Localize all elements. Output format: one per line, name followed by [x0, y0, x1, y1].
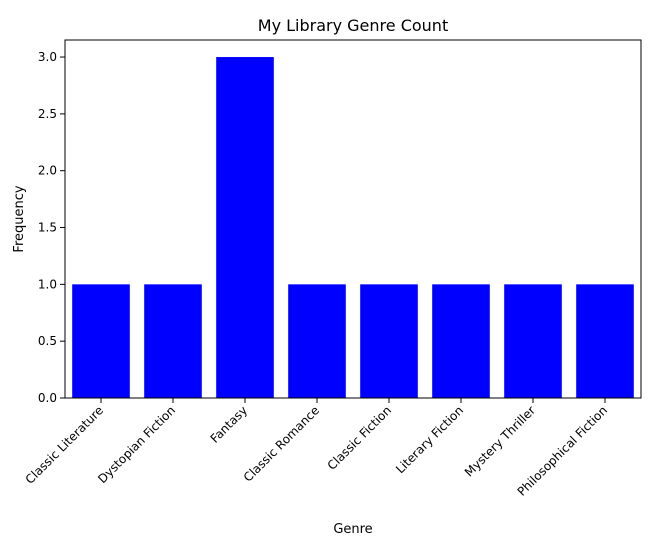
y-tick-label: 3.0	[38, 50, 57, 64]
y-tick-label: 0.5	[38, 334, 57, 348]
bars-group	[72, 57, 634, 399]
chart-title: My Library Genre Count	[258, 16, 448, 35]
bar-dystopian-fiction	[144, 284, 202, 398]
y-tick-label: 2.0	[38, 164, 57, 178]
bar-mystery-thriller	[504, 284, 562, 398]
bar-fantasy	[216, 57, 274, 399]
y-tick-label: 0.0	[38, 391, 57, 405]
y-tick-label: 2.5	[38, 107, 57, 121]
y-axis-ticks: 0.0 0.5 1.0 1.5 2.0 2.5 3.0	[38, 50, 65, 405]
bar-literary-fiction	[432, 284, 490, 398]
bar-classic-literature	[72, 284, 130, 398]
bar-classic-romance	[288, 284, 346, 398]
bar-classic-fiction	[360, 284, 418, 398]
x-axis-label: Genre	[333, 522, 372, 537]
plot-area-frame	[64, 39, 642, 399]
y-axis-label: Frequency	[12, 185, 27, 252]
y-tick-label: 1.5	[38, 221, 57, 235]
bar-philosophical-fiction	[576, 284, 634, 398]
y-tick-label: 1.0	[38, 277, 57, 291]
